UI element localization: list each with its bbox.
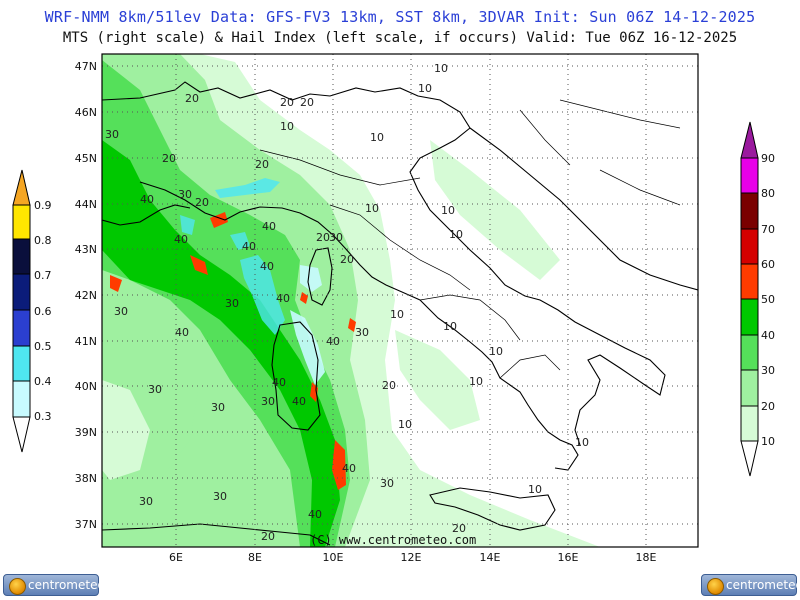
contour-label: 40: [292, 395, 306, 408]
contour-label: 10: [365, 202, 379, 215]
contour-label: 10: [418, 82, 432, 95]
hail-scale-label: 0.4: [34, 375, 52, 388]
lat-label: 38N: [75, 472, 97, 485]
lat-label: 44N: [75, 198, 97, 211]
contour-label: 30: [105, 128, 119, 141]
contour-label: 40: [308, 508, 322, 521]
contour-label: 40: [242, 240, 256, 253]
contour-label: 20: [255, 158, 269, 171]
contour-label: 30: [139, 495, 153, 508]
hail-index-scale: 0.9 0.8 0.7 0.6 0.5 0.4 0.3: [13, 170, 52, 452]
lat-label: 39N: [75, 426, 97, 439]
contour-label: 30: [261, 395, 275, 408]
hail-scale-label: 0.3: [34, 410, 52, 423]
contour-label: 30: [380, 477, 394, 490]
mts-scale-label: 50: [761, 293, 775, 306]
globe-icon: [707, 578, 724, 595]
mts-scale-label: 70: [761, 223, 775, 236]
latitude-labels: 47N 46N 45N 44N 43N 42N 41N 40N 39N 38N …: [75, 60, 97, 531]
logo-text: centrometeo: [28, 578, 105, 592]
mts-scale-label: 20: [761, 400, 775, 413]
lat-label: 37N: [75, 518, 97, 531]
contour-label: 10: [443, 320, 457, 333]
contour-label: 10: [575, 436, 589, 449]
lat-label: 43N: [75, 243, 97, 256]
contour-label: 30: [178, 188, 192, 201]
lon-label: 16E: [558, 551, 579, 564]
contour-label: 30: [211, 401, 225, 414]
contour-label: 20: [300, 96, 314, 109]
contour-label: 20: [340, 253, 354, 266]
contour-label: 10: [528, 483, 542, 496]
lat-label: 41N: [75, 335, 97, 348]
contour-label: 40: [326, 335, 340, 348]
mts-scale: 90 80 70 60 50 40 30 20 10: [741, 122, 775, 476]
contour-label: 30: [213, 490, 227, 503]
logo-text: centrometeo: [726, 578, 800, 592]
contour-label: 10: [398, 418, 412, 431]
contour-label: 10: [449, 228, 463, 241]
contour-label: 20: [280, 96, 294, 109]
lat-label: 46N: [75, 106, 97, 119]
contour-label: 40: [140, 193, 154, 206]
contour-label: 40: [276, 292, 290, 305]
contour-label: 40: [260, 260, 274, 273]
contour-label: 10: [280, 120, 294, 133]
contour-label: 30: [329, 231, 343, 244]
mts-scale-label: 60: [761, 258, 775, 271]
mts-scale-label: 40: [761, 329, 775, 342]
contour-label: 30: [148, 383, 162, 396]
globe-icon: [9, 578, 26, 595]
contour-label: 10: [469, 375, 483, 388]
contour-label: 10: [434, 62, 448, 75]
mts-scale-label: 10: [761, 435, 775, 448]
contour-label: 10: [390, 308, 404, 321]
lat-label: 42N: [75, 289, 97, 302]
hail-scale-label: 0.7: [34, 269, 52, 282]
contour-label: 30: [225, 297, 239, 310]
contour-label: 20: [261, 530, 275, 543]
lon-label: 8E: [248, 551, 262, 564]
contour-label: 20: [316, 231, 330, 244]
contour-label: 40: [262, 220, 276, 233]
hail-scale-label: 0.9: [34, 199, 52, 212]
contour-label: 20: [195, 196, 209, 209]
contour-label: 10: [370, 131, 384, 144]
lon-label: 12E: [401, 551, 422, 564]
contour-label: 30: [114, 305, 128, 318]
lon-label: 6E: [169, 551, 183, 564]
longitude-labels: 6E 8E 10E 12E 14E 16E 18E: [169, 551, 656, 564]
lon-label: 14E: [480, 551, 501, 564]
hail-scale-label: 0.6: [34, 305, 52, 318]
contour-label: 40: [174, 233, 188, 246]
mts-scale-label: 80: [761, 187, 775, 200]
copyright-text: (C) www.centrometeo.com: [310, 533, 476, 547]
contour-label: 20: [382, 379, 396, 392]
centrometeo-logo-right[interactable]: centrometeo: [701, 574, 797, 596]
contour-label: 20: [185, 92, 199, 105]
centrometeo-logo-left[interactable]: centrometeo: [3, 574, 99, 596]
hail-scale-label: 0.8: [34, 234, 52, 247]
lon-label: 10E: [323, 551, 344, 564]
lat-label: 40N: [75, 380, 97, 393]
contour-label: 20: [162, 152, 176, 165]
lat-label: 47N: [75, 60, 97, 73]
lat-label: 45N: [75, 152, 97, 165]
hail-scale-label: 0.5: [34, 340, 52, 353]
mts-scale-label: 30: [761, 364, 775, 377]
contour-label: 40: [175, 326, 189, 339]
contour-label: 40: [272, 376, 286, 389]
contour-label: 40: [342, 462, 356, 475]
contour-label: 10: [441, 204, 455, 217]
mts-scale-label: 90: [761, 152, 775, 165]
contour-label: 30: [355, 326, 369, 339]
lon-label: 18E: [636, 551, 657, 564]
contour-label: 10: [489, 345, 503, 358]
